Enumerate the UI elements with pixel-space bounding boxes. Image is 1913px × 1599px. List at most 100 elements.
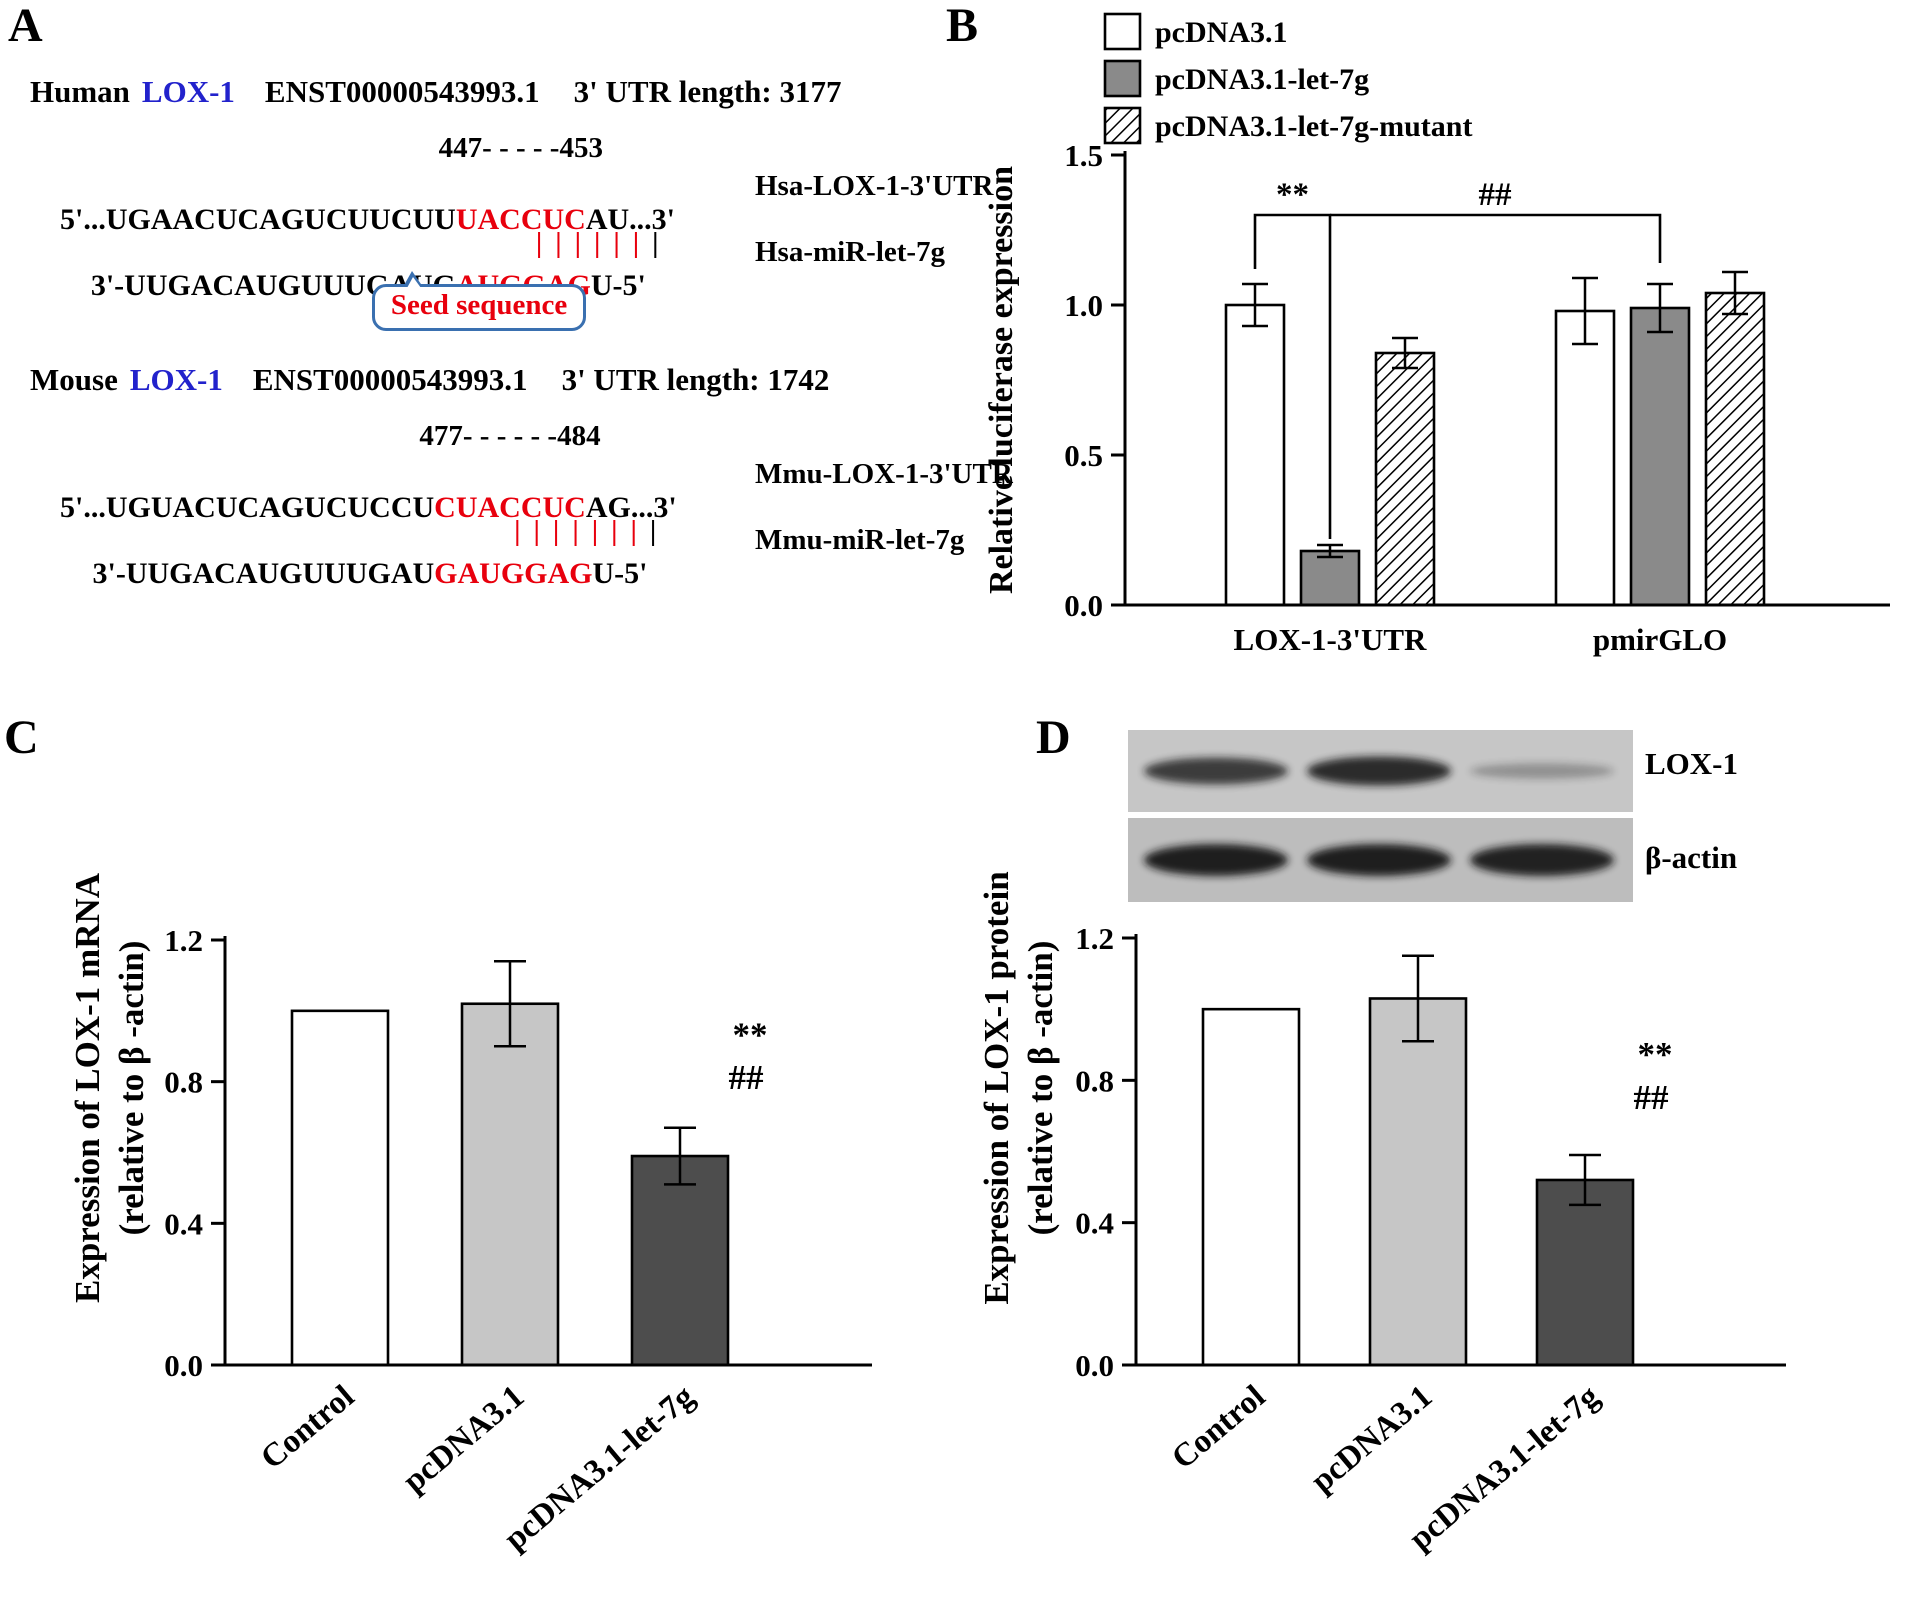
utr-seed-match: UACCUC (455, 202, 586, 236)
utr-sequence-suffix: AU...3' (585, 202, 675, 236)
human-gene-name: LOX-1 (141, 74, 235, 109)
bar (1374, 351, 1436, 607)
sig-label: ** (733, 1015, 768, 1054)
bar (460, 1002, 560, 1367)
y-axis-label: Expression of LOX-1 mRNA (68, 872, 107, 1303)
mouse-base-pairing: |||||||| (433, 488, 669, 575)
human-header: Human LOX-1 ENST00000543993.1 3' UTR length… (30, 74, 841, 110)
y-tick-label: 0.8 (164, 1065, 203, 1100)
sig-label: ** (1638, 1035, 1673, 1074)
mouse-utr-label: Mmu-LOX-1-3'UTR (755, 458, 1013, 490)
x-tick-label: pmirGLO (1593, 622, 1727, 657)
blot-band (1470, 763, 1614, 779)
legend-label: pcDNA3.1 (1155, 16, 1288, 49)
mir-sequence-suffix: U-5' (592, 556, 648, 590)
panel-b-label: B (946, 0, 979, 52)
x-tick-label: pcDNA3.1 (396, 1379, 531, 1500)
sig-bracket (1253, 213, 1332, 539)
mir-seed: GAUGGAG (434, 556, 593, 590)
y-tick-label: 1.2 (164, 923, 203, 958)
x-tick-label: Control (254, 1379, 361, 1477)
callout-tail-inner (406, 277, 421, 288)
mouse-transcript-id: ENST00000543993.1 (252, 362, 528, 397)
sig-label: ** (1276, 177, 1309, 213)
mir-sequence-prefix: 3'-UUGACAUGUUUGAU (92, 556, 435, 590)
mouse-gene-name: LOX-1 (129, 362, 223, 397)
panel-c-label: C (4, 711, 39, 764)
human-utr-label: Hsa-LOX-1-3'UTR (755, 170, 994, 202)
panel-b-luciferase-chart: 0.0 0.5 1.0 1.5 LOX-1-3'UTR pmirGLO Relative l… (983, 12, 1890, 657)
bar (1704, 291, 1766, 607)
mouse-mirna-label: Mmu-miR-let-7g (755, 524, 965, 556)
y-axis-label: (relative to β -actin) (1021, 941, 1060, 1236)
mouse-utr-sequence: 5'...UGUACUCAGUCUCCUCUACCUCAG...3' (30, 456, 677, 560)
y-axis-label: Relative luciferase expression (983, 166, 1020, 594)
y-tick-label: 0.4 (1075, 1206, 1114, 1241)
human-base-pairing: ||||||| (455, 200, 672, 287)
panel-d-label: D (1036, 711, 1071, 764)
blot-band (1307, 844, 1451, 876)
sig-label: ## (729, 1058, 765, 1097)
y-tick-label: 1.2 (1075, 921, 1114, 956)
pairing-bar-flank: | (649, 515, 670, 547)
human-seed-positions: 447- - - - -453 (438, 132, 603, 164)
x-tick-label: LOX-1-3'UTR (1234, 622, 1428, 657)
bar (1629, 306, 1691, 607)
blot-row-label-bactin: β-actin (1645, 840, 1738, 875)
blot-band (1307, 756, 1451, 786)
blot-band (1144, 757, 1288, 785)
bar (1535, 1178, 1635, 1367)
y-tick-label: 1.5 (1064, 138, 1103, 173)
pairing-bars-seed: |||||| (535, 227, 653, 259)
legend-label: pcDNA3.1-let-7g (1155, 63, 1369, 96)
western-blot-image (1128, 730, 1633, 902)
bar (290, 1009, 390, 1367)
legend-swatch (1103, 12, 1142, 51)
blot-row-label-lox1: LOX-1 (1645, 746, 1738, 781)
blot-band (1470, 844, 1614, 876)
panel-a-label: A (8, 0, 43, 52)
human-utr-length: 3' UTR length: 3177 (573, 74, 842, 109)
utr-sequence-prefix: 5'...UGUACUCAGUCUCCU (60, 490, 435, 524)
pairing-bars-seed: ||||||| (514, 515, 650, 547)
bar (1299, 549, 1361, 607)
x-tick-label: pcDNA3.1 (1304, 1379, 1439, 1500)
mouse-mirna-sequence: 3'-UUGACAUGUUUGAUGAUGGAGU-5' (63, 522, 648, 626)
legend-swatch (1103, 59, 1142, 98)
mouse-species: Mouse (30, 362, 118, 397)
bar (1368, 997, 1468, 1367)
human-utr-sequence: 5'...UGAACUCAGUCUUCUUUACCUCAU...3' (30, 168, 675, 272)
mouse-utr-length: 3' UTR length: 1742 (561, 362, 830, 397)
human-transcript-id: ENST00000543993.1 (264, 74, 540, 109)
y-axis-label: (relative to β -actin) (112, 941, 151, 1236)
pairing-bar-flank: | (652, 227, 672, 259)
bar (1554, 309, 1616, 607)
y-tick-label: 0.4 (164, 1206, 203, 1241)
y-tick-label: 0.0 (1064, 588, 1103, 623)
mouse-header: Mouse LOX-1 ENST00000543993.1 3' UTR length… (30, 362, 829, 398)
y-axis-label: Expression of LOX-1 protein (977, 871, 1016, 1304)
sig-label: ## (1479, 177, 1513, 213)
sig-bracket (1330, 213, 1662, 263)
y-tick-label: 0.5 (1064, 438, 1103, 473)
legend-label: pcDNA3.1-let-7g-mutant (1155, 110, 1472, 143)
mouse-seed-positions: 477- - - - - -484 (419, 420, 601, 452)
legend-swatch (1103, 106, 1142, 145)
x-tick-label: Control (1165, 1379, 1272, 1477)
mir-sequence-suffix: U-5' (590, 268, 646, 302)
utr-seed-match: CUACCUC (434, 490, 586, 524)
y-tick-label: 0.8 (1075, 1063, 1114, 1098)
human-species: Human (30, 74, 130, 109)
seed-sequence-text: Seed sequence (390, 289, 568, 321)
y-tick-label: 1.0 (1064, 288, 1103, 323)
bar (630, 1154, 730, 1367)
sig-label: ## (1634, 1078, 1670, 1117)
blot-band (1144, 844, 1288, 876)
utr-sequence-prefix: 5'...UGAACUCAGUCUUCUU (60, 202, 456, 236)
seed-sequence-callout: Seed sequence (371, 271, 587, 331)
y-tick-label: 0.0 (1075, 1348, 1114, 1383)
bar (1201, 1007, 1301, 1367)
